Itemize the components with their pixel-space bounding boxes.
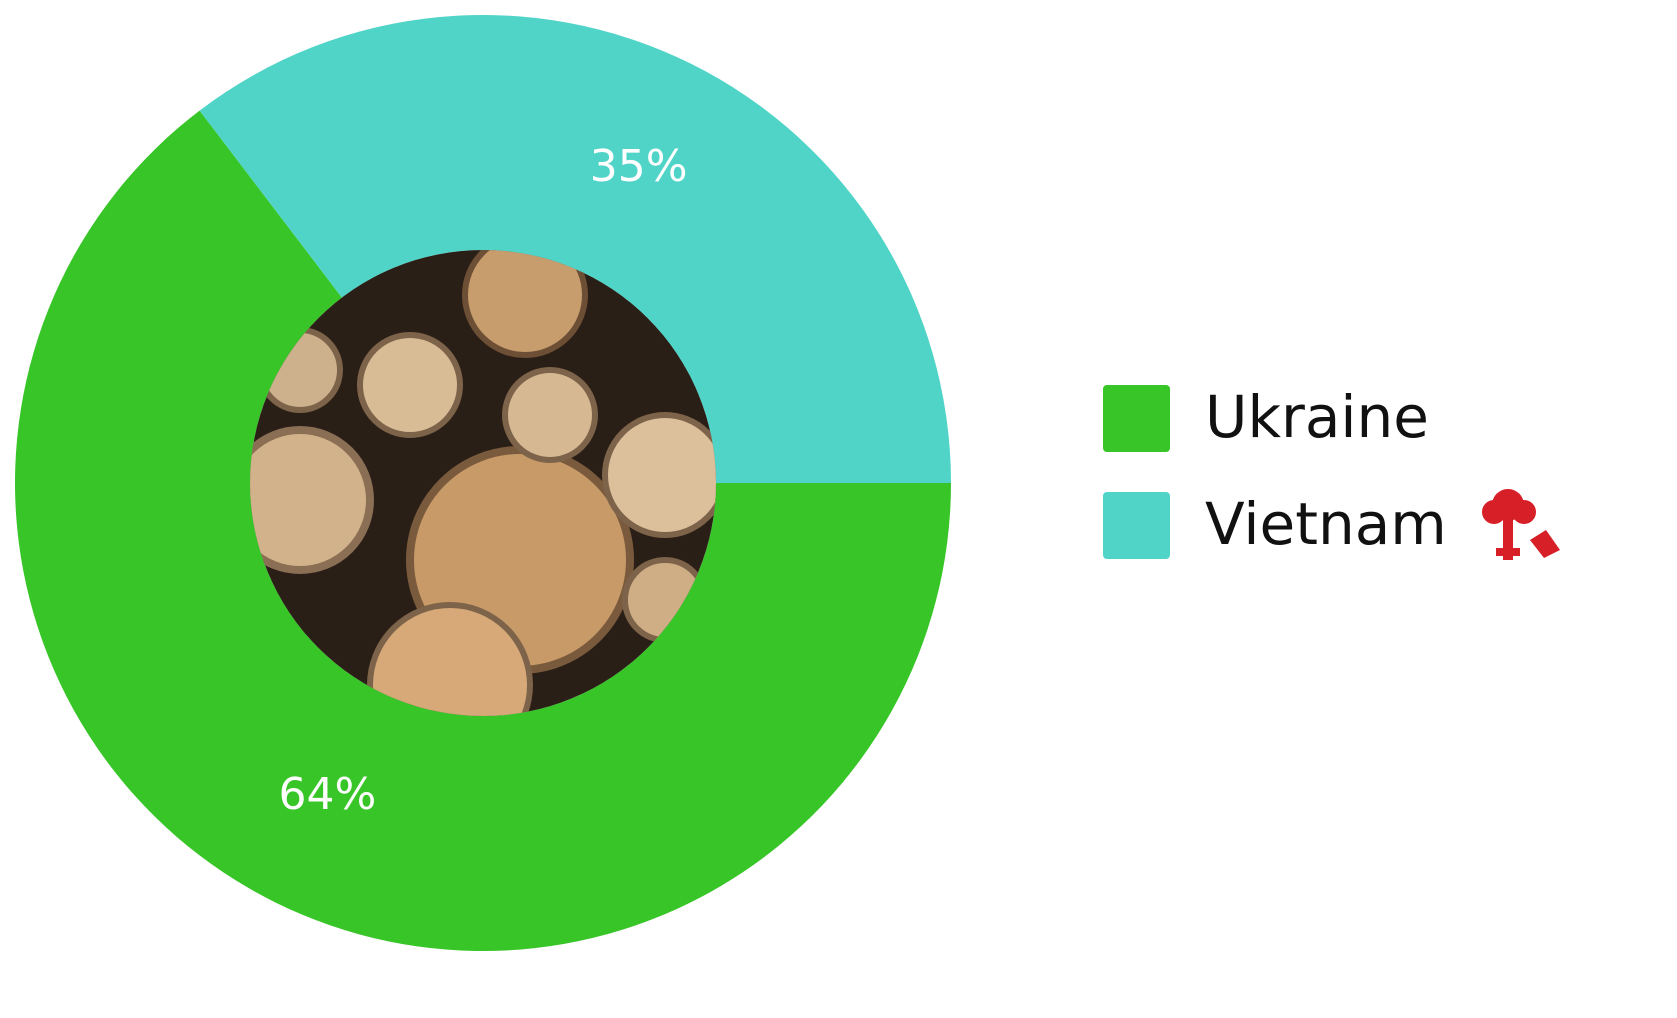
legend-swatch <box>1103 385 1170 452</box>
slice <box>15 110 952 952</box>
legend-swatch <box>1103 492 1170 559</box>
legend: Ukraine Vietnam <box>1103 383 1447 559</box>
legend-label: Ukraine <box>1205 383 1429 451</box>
legend-label: Vietnam <box>1205 490 1447 558</box>
legend-icon <box>1482 489 1560 560</box>
value-label: 64% <box>278 769 376 820</box>
slice <box>199 14 952 483</box>
slices: 64% 35% <box>15 14 952 952</box>
center-photo <box>250 250 716 716</box>
value-label: 35% <box>590 141 688 192</box>
